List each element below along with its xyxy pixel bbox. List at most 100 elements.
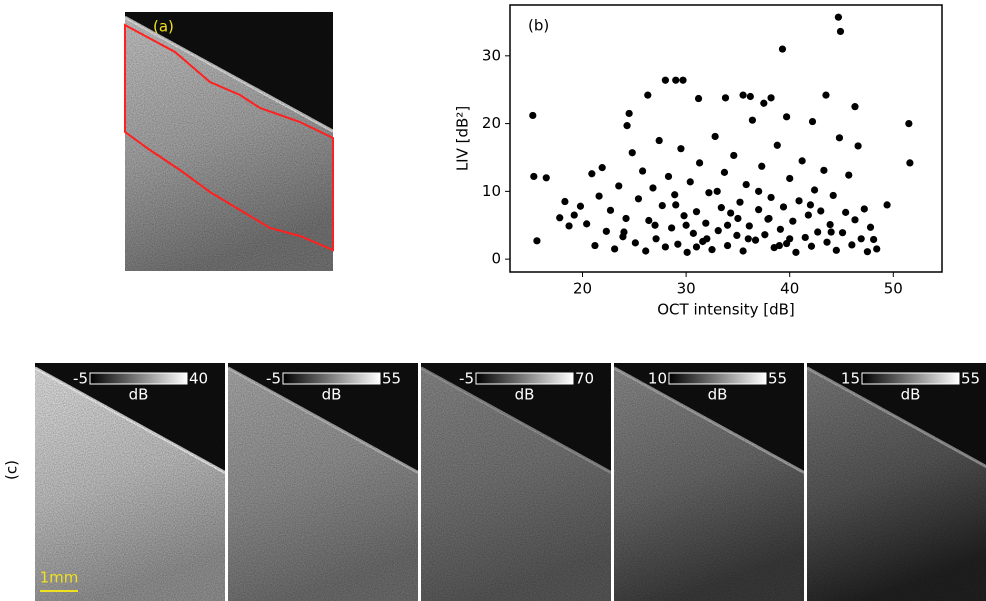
point (842, 208, 850, 216)
point (642, 247, 650, 255)
point (591, 241, 599, 250)
colorbar-unit: dB (708, 386, 728, 404)
point (744, 235, 752, 243)
point (733, 231, 741, 240)
point (702, 219, 710, 227)
point (751, 236, 760, 244)
point (851, 103, 859, 111)
axes-frame (509, 4, 943, 273)
point (730, 151, 738, 160)
colorbar-max: 70 (575, 370, 594, 388)
colorbar-min: 10 (648, 370, 667, 388)
point (620, 228, 628, 236)
colorbar (282, 372, 381, 385)
point (810, 186, 819, 194)
point (760, 99, 768, 107)
oct-image (35, 363, 225, 601)
point (570, 211, 578, 219)
point (829, 191, 837, 200)
point (672, 76, 680, 84)
oct-image (228, 363, 418, 601)
y-tick-label: 30 (482, 46, 501, 64)
point (786, 235, 794, 243)
speckle (614, 363, 804, 601)
point (529, 111, 537, 120)
point (686, 178, 694, 186)
point (863, 248, 872, 256)
speckle (228, 363, 418, 601)
point (561, 197, 569, 206)
x-tick-label: 40 (780, 280, 799, 298)
point (680, 212, 688, 220)
colorbar (668, 372, 767, 385)
point (739, 91, 747, 99)
point (671, 191, 679, 199)
point (789, 217, 797, 225)
oct-image (807, 363, 986, 601)
panel-label: (b) (528, 17, 549, 35)
point (786, 174, 794, 183)
point (870, 235, 878, 244)
point (779, 203, 788, 211)
roi-outline (124, 23, 334, 252)
point (634, 195, 643, 203)
point (723, 221, 732, 229)
point (773, 141, 781, 149)
point (689, 229, 697, 237)
colorbar-max: 40 (189, 370, 208, 388)
point (705, 189, 713, 197)
point (668, 224, 676, 232)
colorbar-unit: dB (901, 386, 921, 404)
panel-label: (a) (153, 18, 174, 36)
point (783, 113, 791, 121)
point (742, 180, 750, 189)
point (801, 233, 809, 242)
point (703, 235, 711, 243)
point (661, 76, 669, 84)
point (851, 216, 859, 224)
point (652, 235, 660, 243)
point (602, 227, 610, 235)
point (814, 228, 822, 236)
oct-image (421, 363, 611, 601)
point (588, 170, 596, 178)
colorbar-min: -5 (459, 370, 474, 388)
y-tick-label: 10 (482, 182, 501, 200)
point (628, 149, 636, 157)
speckle (807, 363, 986, 601)
point (866, 223, 875, 231)
point (804, 211, 812, 219)
point (836, 27, 845, 36)
point (708, 246, 716, 254)
point (807, 242, 816, 250)
point (583, 220, 591, 228)
point (625, 109, 633, 118)
point (672, 201, 680, 209)
point (649, 184, 657, 192)
oct-image (125, 12, 333, 271)
point (622, 214, 630, 223)
colorbar-min: -5 (73, 370, 88, 388)
point (694, 94, 703, 103)
point (823, 238, 831, 246)
point (720, 168, 729, 176)
scale-bar-label: 1mm (40, 569, 79, 587)
point (746, 92, 754, 101)
point (748, 116, 757, 124)
point (576, 202, 585, 210)
point (644, 91, 652, 99)
point (611, 245, 619, 253)
speckle (35, 363, 225, 601)
point (767, 94, 775, 102)
point (664, 172, 673, 181)
point (834, 13, 843, 21)
colorbar-unit: dB (129, 386, 149, 404)
point (776, 225, 784, 233)
point (631, 239, 639, 247)
y-tick-label: 0 (491, 250, 501, 268)
point (883, 201, 891, 209)
point (765, 214, 773, 223)
x-tick-label: 20 (573, 280, 592, 298)
point (661, 243, 669, 251)
